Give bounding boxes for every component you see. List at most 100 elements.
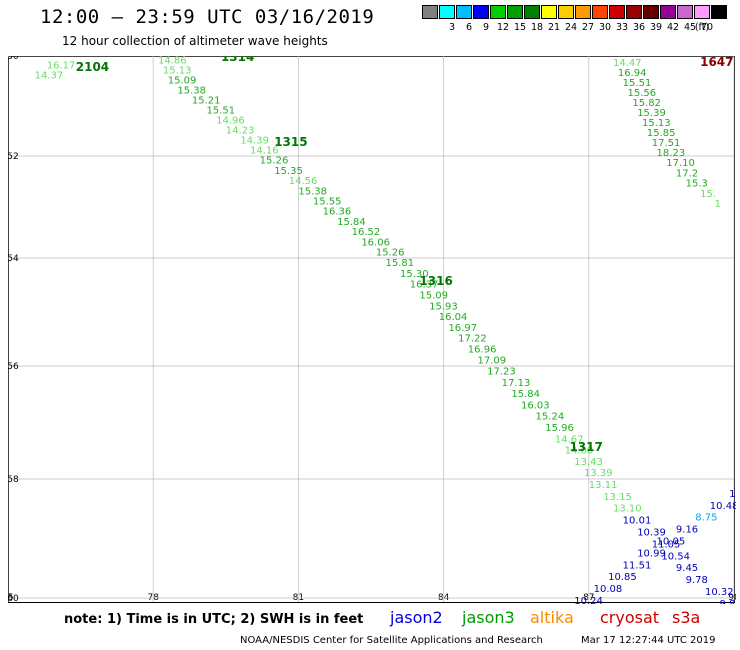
wave-height-label: 17.2 bbox=[676, 168, 698, 179]
wave-height-label: 16.04 bbox=[439, 312, 468, 323]
scale-swatch bbox=[677, 5, 693, 19]
wave-height-label: 13.10 bbox=[613, 504, 642, 515]
wave-height-label: 14.39 bbox=[240, 136, 269, 147]
wave-height-label: 11.05 bbox=[652, 539, 681, 550]
wave-height-label: 10.54 bbox=[661, 551, 690, 562]
wave-height-label: 10.48 bbox=[710, 501, 736, 512]
scale-tick-label: 3 bbox=[448, 22, 456, 33]
wave-height-label: 14.37 bbox=[35, 71, 64, 82]
scale-swatch bbox=[490, 5, 506, 19]
scale-tick-label: 30 bbox=[598, 22, 612, 33]
wave-height-label: 15.51 bbox=[206, 106, 235, 117]
satellite-legend-item: jason2 bbox=[390, 608, 443, 627]
wave-height-label: 15.26 bbox=[376, 247, 405, 258]
scale-tick-label: 21 bbox=[547, 22, 561, 33]
wave-height-label: 15.38 bbox=[177, 86, 206, 97]
wave-height-label: 17.10 bbox=[666, 158, 695, 169]
scale-swatch bbox=[456, 5, 472, 19]
map-title: 12:00 – 23:59 UTC 03/16/2019 bbox=[40, 6, 375, 28]
wave-height-label: 9.45 bbox=[676, 563, 698, 574]
wave-height-label: 10.39 bbox=[637, 528, 666, 539]
wave-height-label: 15.56 bbox=[628, 88, 657, 99]
wave-height-label: 15.93 bbox=[429, 301, 458, 312]
scale-tick-label: 6 bbox=[465, 22, 473, 33]
scale-tick-label: 24 bbox=[564, 22, 578, 33]
scale-swatch bbox=[473, 5, 489, 19]
scale-swatch bbox=[694, 5, 710, 19]
wave-height-label: 14.67 bbox=[555, 434, 584, 445]
wave-height-label: 13.39 bbox=[584, 468, 613, 479]
wave-height-label: 10 bbox=[729, 489, 736, 500]
timestamp-text: Mar 17 12:27:44 UTC 2019 bbox=[581, 635, 716, 646]
wave-height-label: 14.47 bbox=[613, 58, 642, 69]
wave-height-label: 10.01 bbox=[623, 516, 652, 527]
wave-height-label: 10.05 bbox=[657, 536, 686, 547]
wave-height-label: 15.35 bbox=[274, 166, 303, 177]
scale-tick-label: 42 bbox=[666, 22, 680, 33]
wave-height-label: 15.85 bbox=[647, 128, 676, 139]
lat-tick-label: -56 bbox=[8, 362, 19, 372]
wave-height-label: 15.13 bbox=[642, 118, 671, 129]
wave-height-label: 16.36 bbox=[323, 207, 352, 218]
wave-height-label: 15.3 bbox=[686, 179, 708, 190]
credit-text: NOAA/NESDIS Center for Satellite Applica… bbox=[240, 635, 543, 646]
wave-height-label: 15.30 bbox=[400, 269, 429, 280]
pass-time-label: 1647 bbox=[700, 56, 733, 69]
wave-height-label: 16.03 bbox=[521, 400, 550, 411]
wave-height-label: 10.85 bbox=[608, 572, 637, 583]
scale-swatch bbox=[592, 5, 608, 19]
scale-swatch bbox=[439, 5, 455, 19]
wave-height-label: 17.22 bbox=[458, 334, 487, 345]
wave-height-label: 15.21 bbox=[192, 96, 221, 107]
wave-height-label: 1 bbox=[715, 199, 721, 210]
scale-swatch bbox=[609, 5, 625, 19]
wave-height-label: 9.78 bbox=[686, 575, 708, 586]
pass-time-label: 1315 bbox=[274, 135, 307, 149]
wave-height-label: 14.86 bbox=[158, 56, 187, 67]
wave-height-label: 10.32 bbox=[705, 587, 734, 598]
pass-time-label: 1317 bbox=[569, 440, 602, 454]
wave-height-label: 16.94 bbox=[618, 68, 647, 79]
wave-height-label: 16.97 bbox=[448, 323, 477, 334]
lat-tick-label: -52 bbox=[8, 152, 19, 162]
scale-tick-label: 33 bbox=[615, 22, 629, 33]
scale-swatch bbox=[422, 5, 438, 19]
scale-swatch bbox=[643, 5, 659, 19]
scale-tick-label: 70 bbox=[700, 22, 714, 33]
wave-height-label: 15.09 bbox=[168, 76, 197, 87]
wave-height-label: 15.38 bbox=[298, 186, 327, 197]
scale-tick-label: 27 bbox=[581, 22, 595, 33]
lat-tick-label: -58 bbox=[8, 475, 19, 485]
wave-height-label: 14.96 bbox=[216, 116, 245, 127]
wave-height-label: 14.08 bbox=[565, 446, 594, 457]
wave-height-label: 15.51 bbox=[623, 78, 652, 89]
scale-tick-label: 18 bbox=[530, 22, 544, 33]
scale-swatch bbox=[626, 5, 642, 19]
wave-height-label: 15.84 bbox=[511, 389, 540, 400]
wave-height-label: 14.56 bbox=[289, 176, 318, 187]
wave-height-label: 15.13 bbox=[163, 66, 192, 77]
wave-height-label: 16.37 bbox=[410, 280, 439, 291]
wave-height-label: 14.16 bbox=[250, 146, 279, 157]
lat-tick-label: -50 bbox=[8, 56, 19, 62]
map-subtitle: 12 hour collection of altimeter wave hei… bbox=[62, 34, 328, 48]
wave-height-label: 17.23 bbox=[487, 366, 516, 377]
wave-height-label: 11.51 bbox=[623, 560, 652, 571]
scale-tick-label: 12 bbox=[496, 22, 510, 33]
wave-height-label: 15.55 bbox=[313, 196, 342, 207]
scale-swatch bbox=[711, 5, 727, 19]
scale-swatch bbox=[541, 5, 557, 19]
wave-height-label: 10.08 bbox=[594, 584, 623, 595]
wave-height-label: 13.15 bbox=[603, 492, 632, 503]
pass-time-label: 1314 bbox=[221, 56, 254, 64]
wave-height-label: 16.96 bbox=[468, 345, 497, 356]
wave-height-label: 17.09 bbox=[477, 355, 506, 366]
altimeter-map: 757881848790-50-52-54-56-58-6016.1714.37… bbox=[8, 56, 736, 604]
wave-height-label: 15.81 bbox=[386, 258, 415, 269]
scale-swatch bbox=[558, 5, 574, 19]
wave-height-label: 15.26 bbox=[260, 156, 289, 167]
wave-height-label: 17.51 bbox=[652, 138, 681, 149]
scale-tick-label: 9 bbox=[482, 22, 490, 33]
scale-swatch bbox=[507, 5, 523, 19]
wave-height-label: 9.86 bbox=[719, 599, 736, 604]
